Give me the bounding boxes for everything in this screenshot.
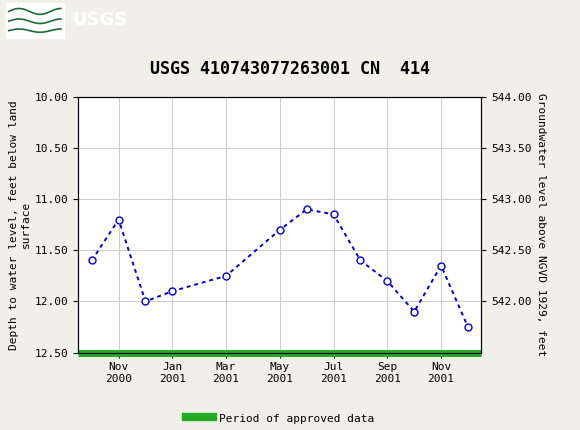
Y-axis label: Groundwater level above NGVD 1929, feet: Groundwater level above NGVD 1929, feet <box>536 93 546 356</box>
Text: USGS 410743077263001 CN  414: USGS 410743077263001 CN 414 <box>150 60 430 78</box>
FancyBboxPatch shape <box>6 3 64 37</box>
Legend: Period of approved data: Period of approved data <box>186 413 374 424</box>
Text: USGS: USGS <box>72 12 128 29</box>
Y-axis label: Depth to water level, feet below land
surface: Depth to water level, feet below land su… <box>9 100 31 350</box>
